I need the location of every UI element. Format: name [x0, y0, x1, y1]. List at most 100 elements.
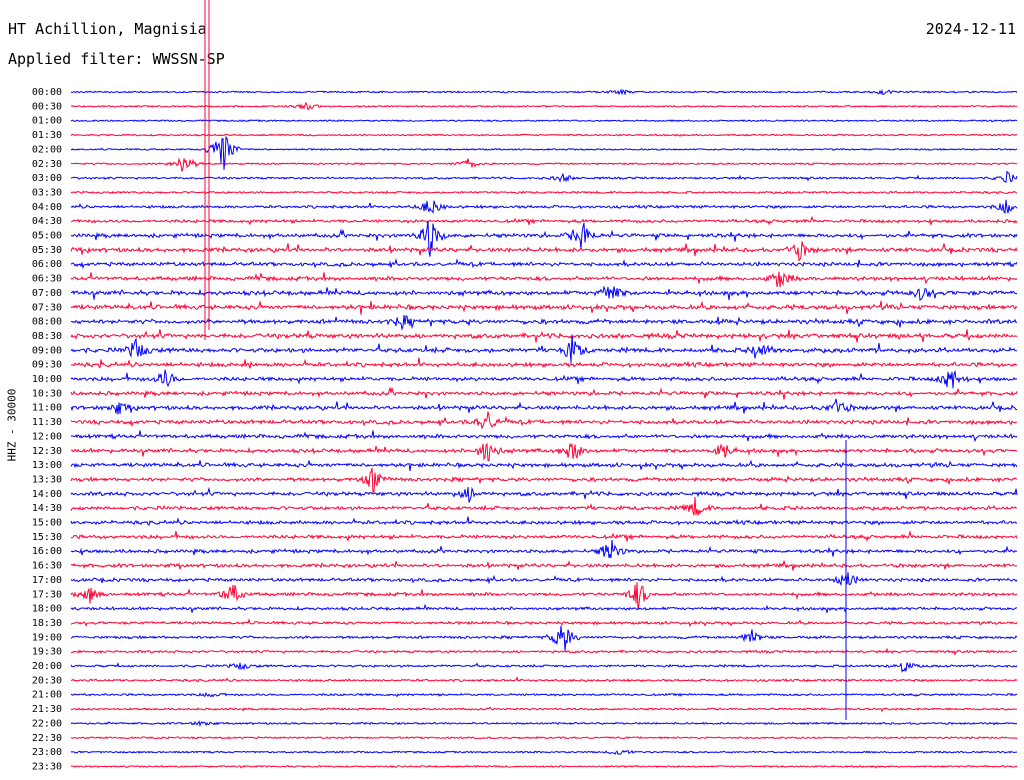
trace-line	[70, 119, 1018, 123]
trace-line	[70, 241, 1018, 262]
trace-line	[70, 736, 1018, 740]
row-time-label: 03:00	[32, 173, 62, 184]
trace-line	[70, 539, 1018, 559]
row-time-label: 01:00	[32, 116, 62, 127]
trace-line	[70, 199, 1018, 215]
trace-line	[70, 135, 1018, 170]
trace-line	[70, 603, 1018, 613]
row-time-label: 19:00	[32, 632, 62, 643]
trace-line	[70, 157, 1018, 172]
row-time-label: 14:30	[32, 503, 62, 514]
row-time-label: 12:30	[32, 446, 62, 457]
date-label: 2024-12-11	[925, 20, 1016, 38]
row-time-label: 15:30	[32, 532, 62, 543]
row-time-label: 20:00	[32, 661, 62, 672]
trace-line	[70, 764, 1018, 769]
row-time-label: 23:00	[32, 747, 62, 758]
trace-line	[70, 430, 1018, 443]
row-time-label: 19:30	[32, 647, 62, 658]
trace-line	[70, 496, 1018, 516]
trace-line	[70, 220, 1018, 257]
row-time-label: 09:00	[32, 345, 62, 356]
row-time-label: 09:30	[32, 360, 62, 371]
trace-line	[70, 215, 1018, 227]
row-time-label: 23:30	[32, 761, 62, 772]
trace-line	[70, 516, 1018, 526]
trace-line	[70, 661, 1018, 673]
row-time-label: 13:00	[32, 460, 62, 471]
trace-line	[70, 618, 1018, 628]
row-time-label: 04:30	[32, 216, 62, 227]
trace-line	[70, 706, 1018, 713]
trace-line	[70, 271, 1018, 288]
trace-line	[70, 411, 1018, 430]
row-time-label: 10:30	[32, 388, 62, 399]
row-time-label: 05:30	[32, 245, 62, 256]
trace-line	[70, 676, 1018, 683]
row-time-label: 07:30	[32, 302, 62, 313]
row-time-label: 22:00	[32, 718, 62, 729]
row-time-label: 02:30	[32, 159, 62, 170]
row-time-label: 08:30	[32, 331, 62, 342]
row-time-label: 01:30	[32, 130, 62, 141]
trace-line	[70, 386, 1018, 400]
row-time-label: 18:30	[32, 618, 62, 629]
trace-line	[70, 572, 1018, 587]
row-time-label: 11:30	[32, 417, 62, 428]
row-time-label: 12:00	[32, 431, 62, 442]
trace-line	[70, 329, 1018, 343]
trace-line	[70, 749, 1018, 755]
trace-line	[70, 190, 1018, 195]
row-time-label: 16:30	[32, 561, 62, 572]
trace-line	[70, 88, 1018, 96]
trace-line	[70, 560, 1018, 571]
row-time-label: 14:00	[32, 489, 62, 500]
row-time-label: 06:00	[32, 259, 62, 270]
trace-line	[70, 101, 1018, 111]
filter-label: Applied filter: WWSSN-SP	[8, 50, 225, 68]
row-time-label: 18:00	[32, 604, 62, 615]
row-time-label: 10:00	[32, 374, 62, 385]
row-time-label: 16:00	[32, 546, 62, 557]
row-time-label: 04:00	[32, 202, 62, 213]
trace-line	[70, 459, 1018, 472]
trace-line	[70, 467, 1018, 494]
row-time-label: 08:00	[32, 317, 62, 328]
station-title: HT Achillion, Magnisia	[8, 20, 207, 38]
row-time-label: 15:00	[32, 518, 62, 529]
trace-line	[70, 170, 1018, 183]
row-time-label: 22:30	[32, 733, 62, 744]
trace-line	[70, 647, 1018, 656]
trace-line	[70, 369, 1018, 389]
row-time-label: 05:00	[32, 231, 62, 242]
trace-line	[70, 486, 1018, 503]
trace-line	[70, 582, 1018, 610]
row-time-label: 17:30	[32, 589, 62, 600]
row-time-label: 21:30	[32, 704, 62, 715]
trace-line	[70, 530, 1018, 543]
trace-line	[70, 625, 1018, 651]
row-time-label: 13:30	[32, 474, 62, 485]
row-time-label: 00:00	[32, 87, 62, 98]
trace-line	[70, 133, 1018, 137]
row-time-label: 00:30	[32, 101, 62, 112]
row-time-label: 21:00	[32, 690, 62, 701]
row-time-label: 02:00	[32, 144, 62, 155]
row-time-label: 20:30	[32, 675, 62, 686]
trace-line	[70, 720, 1018, 727]
trace-line	[70, 691, 1018, 698]
trace-line	[71, 285, 1018, 302]
trace-line	[70, 398, 1018, 415]
trace-line	[70, 258, 1018, 270]
row-time-label: 11:00	[32, 403, 62, 414]
trace-line	[70, 334, 1018, 363]
row-time-label: 03:30	[32, 187, 62, 198]
trace-line	[70, 315, 1018, 331]
trace-line	[70, 357, 1018, 369]
trace-line	[70, 300, 1018, 315]
row-time-label: 17:00	[32, 575, 62, 586]
trace-line	[70, 442, 1018, 462]
row-time-label: 06:30	[32, 274, 62, 285]
row-time-label: 07:00	[32, 288, 62, 299]
